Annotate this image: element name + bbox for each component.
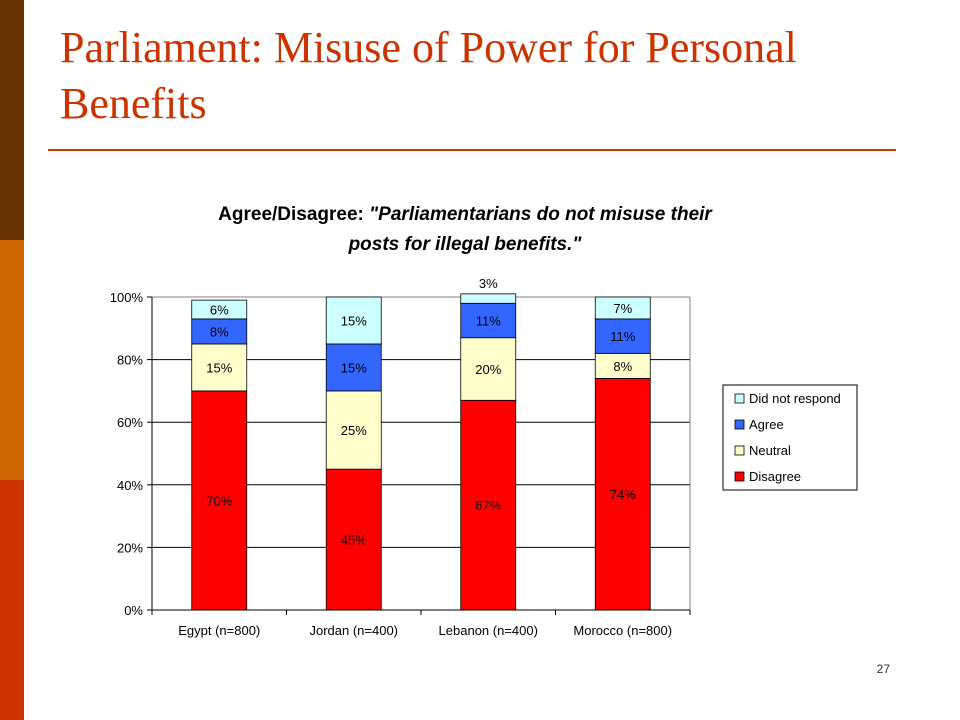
data-label: 15% xyxy=(206,360,232,375)
side-bar-mid xyxy=(0,240,24,480)
bar-segment xyxy=(460,337,517,401)
legend-label: Agree xyxy=(749,417,784,432)
data-label: 74% xyxy=(610,487,636,502)
slide-title: Parliament: Misuse of Power for Personal… xyxy=(60,23,797,128)
data-label: 15% xyxy=(341,360,367,375)
y-tick-label: 40% xyxy=(117,478,143,493)
title-divider xyxy=(48,149,896,151)
legend-swatch xyxy=(734,445,745,456)
bar-segment xyxy=(325,390,382,470)
y-tick-label: 20% xyxy=(117,540,143,555)
bar-segment xyxy=(191,318,248,345)
side-bar-light xyxy=(0,480,24,720)
chart-legend: Did not respond Agree Neutral Disagree xyxy=(722,384,858,491)
data-label: 11% xyxy=(476,313,501,328)
x-tick-label: Lebanon (n=400) xyxy=(439,623,538,638)
data-label: 3% xyxy=(479,276,498,291)
bar-segment xyxy=(594,377,651,611)
data-label: 70% xyxy=(206,493,232,508)
legend-label: Did not respond xyxy=(749,391,841,406)
data-label: 6% xyxy=(210,303,229,318)
bar-segment xyxy=(325,296,382,345)
data-label: 15% xyxy=(341,313,367,328)
x-tick-label: Egypt (n=800) xyxy=(178,623,260,638)
legend-swatch xyxy=(734,419,745,430)
data-label: 25% xyxy=(341,423,367,438)
chart-title-line-1: Agree/Disagree: "Parliamentarians do not… xyxy=(218,204,713,225)
bar-segment xyxy=(594,296,651,320)
x-tick-label: Morocco (n=800) xyxy=(573,623,672,638)
data-label: 20% xyxy=(475,362,501,377)
bar-segment xyxy=(594,318,651,354)
bar-segment xyxy=(325,468,382,611)
bar-segment xyxy=(460,399,517,611)
bar-segment xyxy=(325,343,382,392)
y-tick-label: 100% xyxy=(110,290,144,305)
y-tick-label: 0% xyxy=(124,603,143,618)
legend-label: Neutral xyxy=(749,443,791,458)
legend-box xyxy=(722,384,858,491)
data-label: 8% xyxy=(613,359,632,374)
bar-segment xyxy=(460,293,517,304)
data-label: 7% xyxy=(613,301,632,316)
legend-label: Disagree xyxy=(749,469,801,484)
data-label: 11% xyxy=(610,329,635,344)
data-label: 45% xyxy=(341,533,367,548)
data-label: 8% xyxy=(210,324,229,339)
bar-segment xyxy=(191,299,248,320)
y-tick-label: 60% xyxy=(117,415,143,430)
data-label: 67% xyxy=(475,498,501,513)
page-number: 27 xyxy=(876,662,890,676)
y-tick-label: 80% xyxy=(117,353,143,368)
legend-swatch xyxy=(734,393,745,404)
side-bar-dark xyxy=(0,0,24,240)
legend-swatch xyxy=(734,471,745,482)
x-tick-label: Jordan (n=400) xyxy=(309,623,398,638)
chart-title-line-2: posts for illegal benefits." xyxy=(348,234,583,255)
